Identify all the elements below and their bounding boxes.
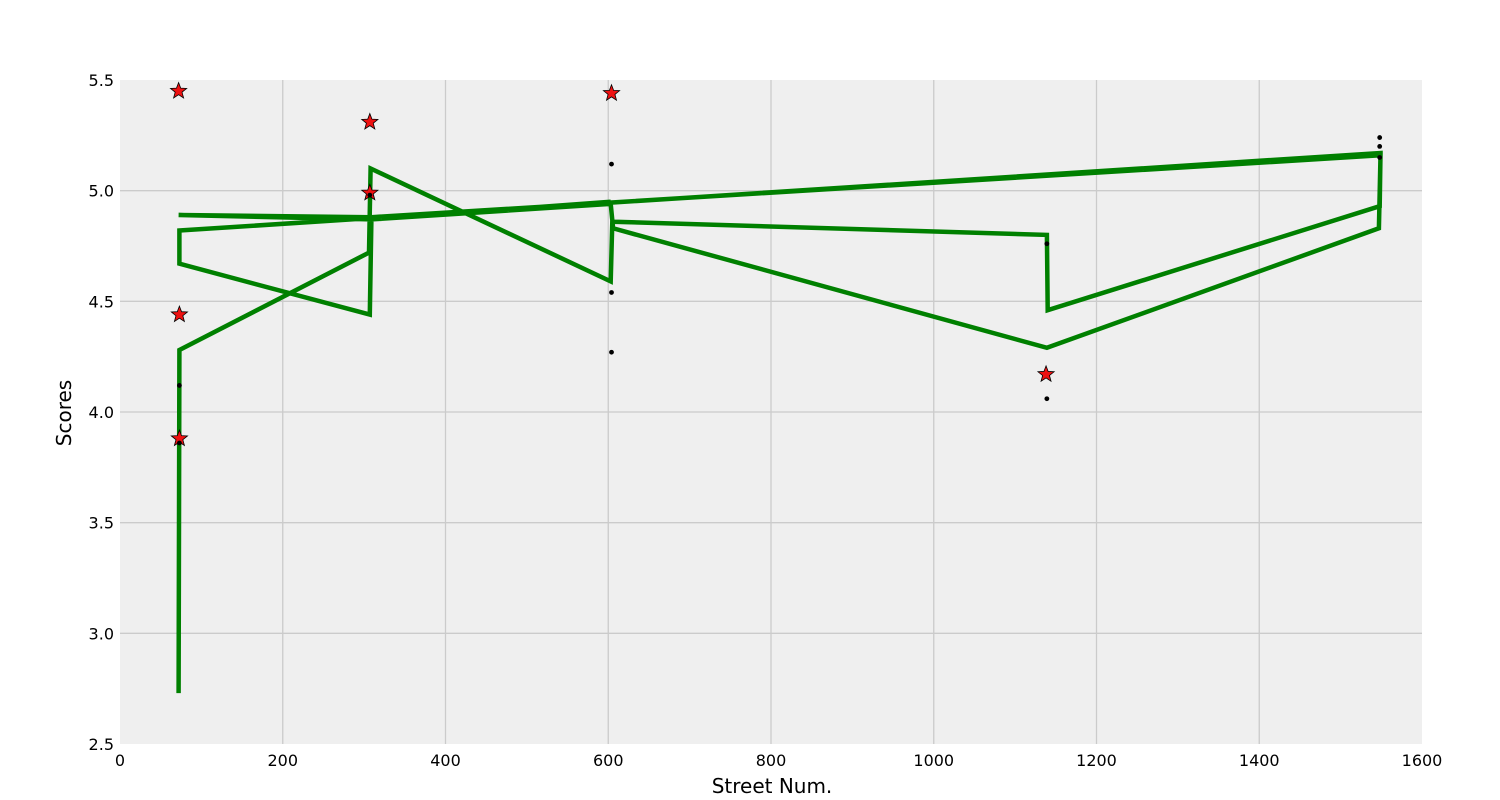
x-tick-label: 1400 bbox=[1239, 751, 1280, 770]
series-layer bbox=[169, 81, 1383, 694]
y-tick-label: 3.5 bbox=[89, 514, 114, 533]
dot-point bbox=[177, 383, 182, 388]
x-tick-label: 1000 bbox=[913, 751, 954, 770]
y-tick-label: 5.5 bbox=[89, 71, 114, 90]
dot-point bbox=[609, 349, 614, 355]
star-point bbox=[170, 304, 189, 323]
grid-lines bbox=[120, 80, 1422, 744]
series-line bbox=[176, 150, 1383, 694]
y-tick-label: 4.0 bbox=[89, 403, 114, 422]
dot-point bbox=[1044, 396, 1050, 402]
x-tick-label: 600 bbox=[593, 751, 624, 770]
dot-point bbox=[1377, 155, 1383, 160]
star-point bbox=[1036, 364, 1056, 383]
dot-point bbox=[177, 440, 182, 446]
x-tick-label: 1600 bbox=[1402, 751, 1443, 770]
x-tick-label: 800 bbox=[756, 751, 787, 770]
y-tick-label: 3.0 bbox=[89, 624, 114, 643]
dot-point bbox=[609, 161, 614, 167]
star-point bbox=[602, 83, 621, 102]
x-tick-label: 400 bbox=[430, 751, 461, 770]
dot-point bbox=[609, 290, 614, 295]
dot-point bbox=[367, 192, 373, 198]
y-tick-label: 2.5 bbox=[89, 735, 114, 754]
x-tick-label: 200 bbox=[267, 751, 298, 770]
dot-point bbox=[1044, 241, 1050, 247]
dot-point bbox=[1377, 144, 1383, 149]
star-point bbox=[360, 112, 379, 130]
x-tick-label: 0 bbox=[115, 751, 125, 770]
x-tick-labels: 0 200 400 600 800 1000 1200 1400 1600 bbox=[115, 751, 1442, 770]
star-point bbox=[169, 81, 188, 99]
x-axis-title: Street Num. bbox=[712, 774, 833, 798]
y-axis-title: Scores bbox=[52, 380, 76, 446]
y-tick-label: 4.5 bbox=[89, 292, 114, 311]
dot-point bbox=[1377, 135, 1383, 140]
y-tick-label: 5.0 bbox=[89, 182, 114, 201]
x-tick-label: 1200 bbox=[1076, 751, 1117, 770]
y-tick-labels: 2.5 3.0 3.5 4.0 4.5 5.0 5.5 bbox=[89, 71, 114, 754]
